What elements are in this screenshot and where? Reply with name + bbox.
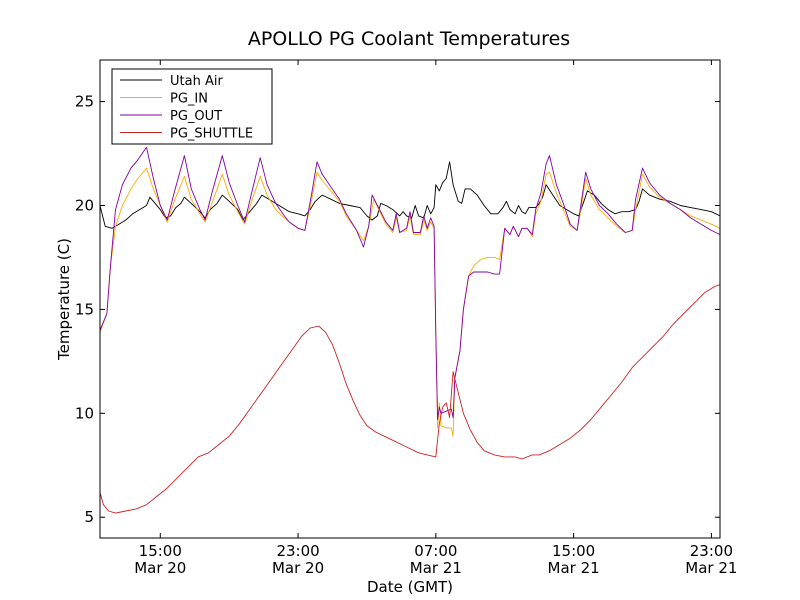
x-tick-label-time: 07:00 — [414, 542, 457, 560]
legend-label: PG_SHUTTLE — [170, 127, 253, 142]
x-tick-label-date: Mar 20 — [272, 559, 324, 577]
x-axis-label: Date (GMT) — [367, 578, 453, 596]
series-line-pg-shuttle — [100, 284, 720, 514]
legend-frame — [111, 68, 273, 145]
x-tick-label-time: 23:00 — [276, 542, 319, 560]
legend-label: Utah Air — [170, 74, 223, 89]
y-tick-label: 5 — [84, 508, 94, 526]
legend: Utah Air PG_IN PG_OUT PG_SHUTTLE — [111, 68, 273, 145]
chart-title: APOLLO PG Coolant Temperatures — [248, 28, 570, 50]
series-line-pg-in — [100, 167, 720, 437]
y-tick-label: 25 — [75, 93, 94, 111]
x-tick-label-date: Mar 21 — [410, 559, 462, 577]
y-tick-label: 20 — [75, 196, 94, 214]
x-tick-label-time: 15:00 — [552, 542, 595, 560]
plot-frame — [99, 59, 721, 539]
x-tick-label-date: Mar 21 — [548, 559, 600, 577]
x-tick-label-date: Mar 20 — [134, 559, 186, 577]
x-tick-label-time: 15:00 — [139, 542, 182, 560]
y-tick-label: 15 — [75, 300, 94, 318]
legend-label: PG_OUT — [170, 109, 222, 124]
x-tick-label-time: 23:00 — [690, 542, 733, 560]
legend-label: PG_IN — [170, 92, 208, 107]
y-axis-label: Temperature (C) — [55, 238, 73, 361]
y-tick-label: 10 — [75, 404, 94, 422]
x-tick-label-date: Mar 21 — [685, 559, 737, 577]
series-line-pg-out — [100, 146, 720, 420]
